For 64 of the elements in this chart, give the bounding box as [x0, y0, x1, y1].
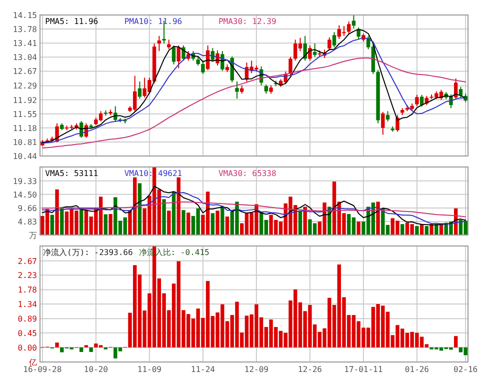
y-tick-label: 11.55 — [12, 110, 38, 119]
x-tick-label: 10-20 — [84, 365, 108, 374]
y-tick-label: 14.15 — [12, 11, 38, 20]
x-tick-label: 17-01-11 — [344, 365, 383, 374]
y-tick-label: 12.29 — [12, 82, 38, 91]
text: PMA5: 11.96 — [45, 17, 98, 26]
bar — [182, 210, 186, 235]
y-tick-label: 9.66 — [18, 204, 38, 213]
bar — [55, 342, 59, 348]
y-tick-label: 13.04 — [12, 53, 38, 62]
y-tick-label: 0.89 — [18, 314, 38, 324]
series-label: VMA10: 49621 — [124, 169, 182, 178]
bar — [454, 336, 458, 348]
y-tick-label: 1.34 — [18, 300, 38, 309]
y-tick-label: 10.81 — [12, 138, 38, 147]
line-series — [42, 57, 466, 149]
bar — [108, 214, 112, 235]
y-tick-label: 13.78 — [12, 25, 38, 34]
bar — [356, 222, 360, 235]
x-tick-label: 16-09-28 — [23, 365, 62, 374]
y-tick-label: 11.92 — [12, 96, 38, 105]
text: PMA10: 11.96 — [124, 17, 182, 26]
bar — [225, 216, 230, 235]
x-tick-label: 11-09 — [137, 365, 162, 374]
bar — [400, 224, 404, 235]
y-tick-label: 2.67 — [18, 256, 38, 266]
y-tick-label: 1.78 — [18, 286, 38, 295]
y-tick-label: 4.83 — [18, 217, 38, 226]
y-tick-label: 10.44 — [12, 152, 38, 161]
bar — [415, 226, 419, 235]
bar — [210, 213, 215, 235]
y-tick-label: 11.18 — [12, 124, 38, 133]
bar — [424, 226, 429, 235]
x-tick-label: 12-26 — [298, 365, 322, 374]
line-series — [42, 192, 466, 225]
y-tick-label: 0.00 — [18, 343, 38, 352]
text: VMA30: 65338 — [218, 169, 276, 178]
y-tick-label: 13.41 — [12, 39, 38, 48]
bar — [186, 212, 190, 235]
text: VMA5: 53111 — [45, 169, 98, 178]
y-tick-label: 19.33 — [12, 176, 38, 186]
bar — [167, 210, 171, 235]
y-tick-label: 2.23 — [18, 271, 38, 280]
x-tick-label: 12-09 — [244, 365, 269, 374]
x-tick-label: 01-26 — [404, 365, 430, 374]
annotation: 净流入(万): -2393.66 — [43, 248, 133, 257]
bar — [55, 189, 59, 235]
bar — [89, 347, 93, 352]
bar — [104, 214, 108, 235]
x-tick-label: 02-16 — [454, 365, 478, 374]
bar — [303, 206, 307, 235]
y-tick-label: 万 — [29, 231, 37, 240]
text: PMA30: 12.39 — [218, 17, 276, 26]
bar — [50, 214, 54, 235]
y-tick-label: 12.67 — [12, 67, 38, 76]
line-series — [42, 201, 466, 218]
y-tick-label: 亿 — [28, 358, 37, 367]
line-series — [42, 186, 466, 226]
bar — [430, 224, 434, 235]
y-tick-label: 0.45 — [18, 328, 38, 338]
bar — [216, 210, 220, 235]
x-tick-label: 11-24 — [190, 365, 216, 374]
bar — [162, 199, 166, 235]
y-tick-label: 14.50 — [12, 190, 38, 200]
